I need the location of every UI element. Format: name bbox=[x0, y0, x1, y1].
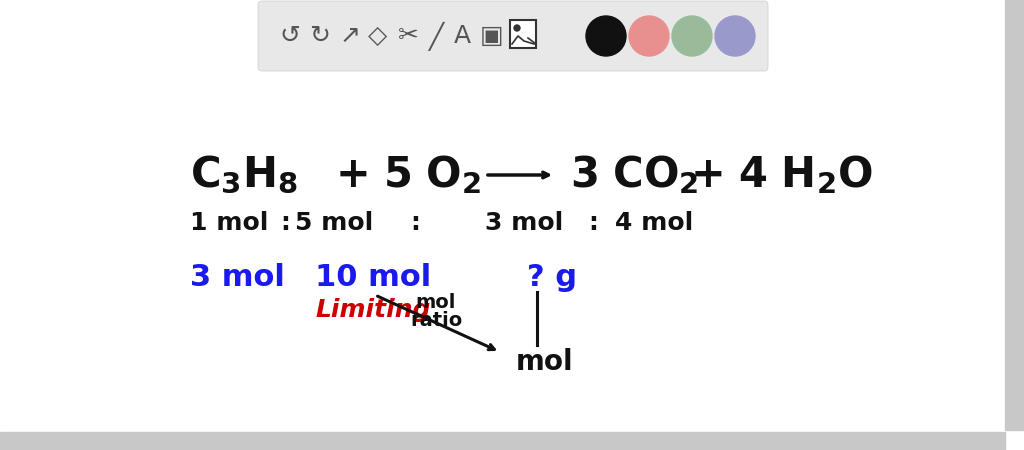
Text: $\mathregular{+ \ 5 \ O_2}$: $\mathregular{+ \ 5 \ O_2}$ bbox=[335, 153, 481, 197]
Text: mol: mol bbox=[415, 292, 456, 311]
Circle shape bbox=[629, 16, 669, 56]
Text: ▣: ▣ bbox=[480, 24, 504, 48]
Circle shape bbox=[514, 25, 520, 31]
Bar bbox=[510, 20, 536, 48]
Text: ╱: ╱ bbox=[428, 22, 443, 50]
FancyBboxPatch shape bbox=[258, 1, 768, 71]
Text: 3 mol: 3 mol bbox=[485, 211, 563, 235]
Text: A: A bbox=[454, 24, 471, 48]
Text: $\mathregular{C_3H_8}$: $\mathregular{C_3H_8}$ bbox=[190, 154, 298, 196]
Text: 4 mol: 4 mol bbox=[615, 211, 693, 235]
Circle shape bbox=[586, 16, 626, 56]
Text: 10 mol: 10 mol bbox=[315, 262, 431, 292]
Text: mol: mol bbox=[516, 348, 573, 376]
Text: ? g: ? g bbox=[527, 262, 577, 292]
Text: Limiting: Limiting bbox=[315, 298, 430, 322]
Text: ✂: ✂ bbox=[397, 24, 419, 48]
Circle shape bbox=[672, 16, 712, 56]
Text: $\mathregular{+ \ 4 \ H_2O}$: $\mathregular{+ \ 4 \ H_2O}$ bbox=[690, 153, 872, 197]
Text: 5 mol: 5 mol bbox=[295, 211, 374, 235]
Text: :: : bbox=[280, 211, 290, 235]
Bar bbox=[0, 432, 1005, 450]
Text: ↗: ↗ bbox=[340, 24, 360, 48]
Text: 1 mol: 1 mol bbox=[190, 211, 268, 235]
Text: :: : bbox=[588, 211, 598, 235]
Text: 3 mol: 3 mol bbox=[190, 262, 285, 292]
Text: ratio: ratio bbox=[410, 310, 462, 329]
Bar bbox=[1005, 0, 1024, 430]
Text: ◇: ◇ bbox=[369, 24, 388, 48]
Text: ↺: ↺ bbox=[280, 24, 300, 48]
Text: $\mathregular{3 \ CO_2}$: $\mathregular{3 \ CO_2}$ bbox=[570, 153, 698, 197]
Circle shape bbox=[715, 16, 755, 56]
Text: ↻: ↻ bbox=[309, 24, 331, 48]
Text: :: : bbox=[410, 211, 420, 235]
